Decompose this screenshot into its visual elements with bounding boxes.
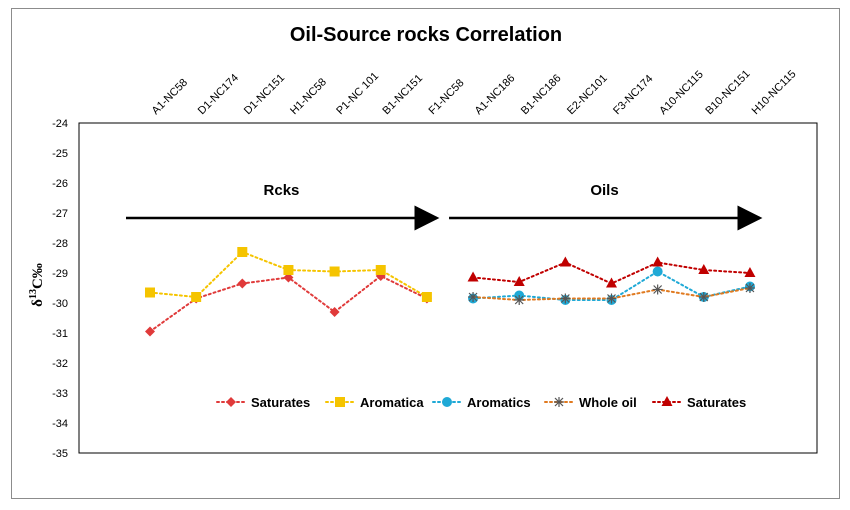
x-tick-label: E2-NC101 xyxy=(565,72,610,117)
series-2 xyxy=(145,247,432,302)
data-point xyxy=(145,326,155,337)
y-tick-label: -29 xyxy=(52,268,68,280)
data-point xyxy=(329,266,340,277)
y-axis-label-prefix: δ xyxy=(30,299,46,307)
x-tick-label: A10-NC115 xyxy=(657,69,706,118)
data-point xyxy=(744,267,756,277)
data-point xyxy=(560,293,571,304)
data-point xyxy=(191,292,202,302)
data-point xyxy=(606,293,617,304)
data-point xyxy=(467,271,479,282)
data-point xyxy=(283,265,294,275)
data-point xyxy=(652,256,664,267)
data-point xyxy=(329,307,340,317)
data-point xyxy=(652,266,663,277)
y-axis-label: δ13C‰ xyxy=(28,263,46,307)
y-tick-label: -27 xyxy=(52,208,68,220)
series-4 xyxy=(468,283,755,305)
annotations: Rcks Oils xyxy=(126,182,763,231)
data-point xyxy=(468,292,479,302)
y-axis-label-suffix: C‰ xyxy=(30,263,46,289)
series-5 xyxy=(467,256,756,288)
y-axis: -24 -25 -26 -27 -28 -29 -30 -31 -32 -33 -34 -35 xyxy=(52,118,68,460)
legend-item: Saturates xyxy=(652,395,746,410)
y-tick-label: -24 xyxy=(52,118,68,130)
legend-label: Aromatics xyxy=(467,395,531,410)
legend: Saturates Aromatica Aromatics Whole oil Satu… xyxy=(216,395,746,410)
x-tick-label: A1-NC58 xyxy=(150,77,190,117)
chart-frame: Oil-Source rocks Correlation δ13C‰ -24 -2… xyxy=(11,8,840,499)
y-tick-label: -34 xyxy=(52,418,68,430)
x-tick-label: F1-NC58 xyxy=(427,77,467,117)
plot-area xyxy=(78,122,818,454)
legend-item: Aromatica xyxy=(325,395,424,410)
annotation-label: Rcks xyxy=(264,182,300,199)
y-tick-label: -26 xyxy=(52,178,68,190)
data-point xyxy=(559,256,571,267)
legend-item: Whole oil xyxy=(544,395,637,410)
data-point xyxy=(145,287,155,298)
legend-marker xyxy=(442,397,452,407)
y-tick-label: -28 xyxy=(52,238,68,250)
x-tick-label: B1-NC151 xyxy=(380,72,425,117)
data-point xyxy=(375,265,386,275)
data-point xyxy=(744,283,755,293)
x-tick-label: P1-NC 101 xyxy=(334,70,381,117)
x-tick-label: B10-NC151 xyxy=(703,68,752,117)
x-tick-label: H10-NC115 xyxy=(750,68,799,117)
legend-label: Whole oil xyxy=(579,395,637,410)
y-tick-label: -30 xyxy=(52,298,68,310)
legend-item: Aromatics xyxy=(432,395,531,410)
x-tick-label: B1-NC186 xyxy=(519,72,564,117)
data-point xyxy=(514,295,525,305)
legend-label: Aromatica xyxy=(360,395,424,410)
x-tick-label: F3-NC174 xyxy=(611,73,655,117)
y-tick-label: -33 xyxy=(52,388,68,400)
legend-marker xyxy=(554,397,564,407)
series-1 xyxy=(145,271,432,337)
legend-marker xyxy=(661,396,673,406)
y-tick-label: -25 xyxy=(52,148,68,160)
data-point xyxy=(652,284,663,295)
x-tick-label: D1-NC174 xyxy=(196,72,241,117)
data-point xyxy=(698,292,709,302)
chart-svg: Oil-Source rocks Correlation δ13C‰ -24-2… xyxy=(28,24,818,460)
legend-item: Saturates xyxy=(216,395,310,410)
legend-label: Saturates xyxy=(687,395,746,410)
chart-title: Oil-Source rocks Correlation xyxy=(290,24,562,46)
x-tick-label: A1-NC186 xyxy=(473,72,518,117)
x-tick-label: H1-NC58 xyxy=(288,76,329,117)
annotation-label: Oils xyxy=(590,182,618,199)
y-tick-label: -32 xyxy=(52,358,68,370)
data-point xyxy=(237,247,248,257)
data-point xyxy=(513,276,525,286)
y-tick-label: -31 xyxy=(52,328,68,340)
series-line xyxy=(149,274,428,333)
x-tick-label: D1-NC151 xyxy=(242,72,287,117)
legend-marker xyxy=(226,397,236,407)
data-point xyxy=(606,277,617,288)
legend-label: Saturates xyxy=(251,395,310,410)
data-point xyxy=(698,264,710,274)
data-point xyxy=(237,278,248,289)
series-group xyxy=(145,247,756,337)
x-axis: A1-NC58 D1-NC174 D1-NC151 H1-NC58 P1-NC 101 B… xyxy=(150,68,799,117)
data-point xyxy=(421,292,432,302)
legend-marker xyxy=(335,397,345,407)
y-tick-label: -35 xyxy=(52,448,68,460)
y-axis-label-superscript: 13 xyxy=(28,289,39,299)
